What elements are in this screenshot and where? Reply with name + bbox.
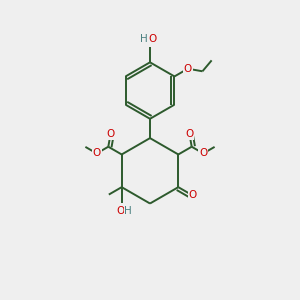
Text: O: O [189, 190, 197, 200]
Text: O: O [93, 148, 101, 158]
Text: O: O [199, 148, 207, 158]
Text: H: H [124, 206, 132, 216]
Text: O: O [116, 206, 124, 216]
Text: H: H [140, 34, 148, 44]
Text: O: O [149, 34, 157, 44]
Text: O: O [106, 129, 115, 140]
Text: O: O [185, 129, 194, 140]
Text: O: O [184, 64, 192, 74]
